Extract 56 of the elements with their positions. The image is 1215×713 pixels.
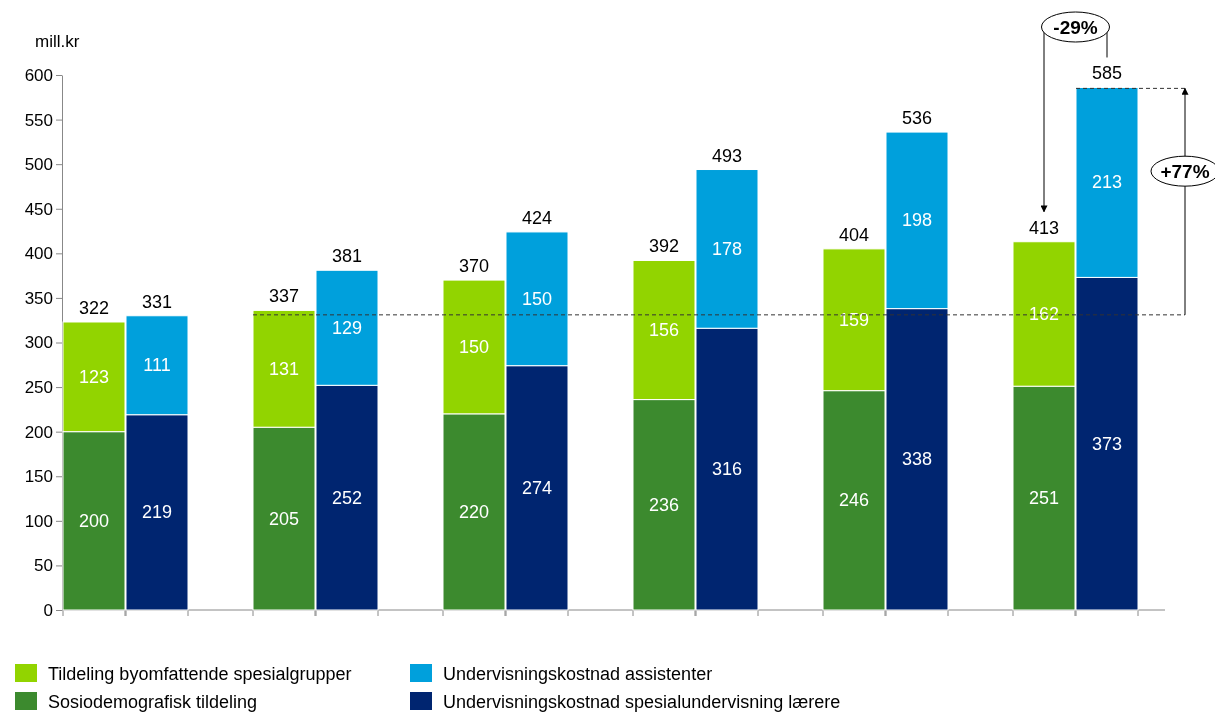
data-label: 236 — [648, 494, 680, 515]
legend-label: Undervisningskostnad spesialundervisning lærere — [443, 692, 841, 712]
y-tick-label: 0 — [43, 600, 53, 620]
total-label: 404 — [838, 224, 870, 245]
y-tick-label: 350 — [24, 288, 53, 308]
text: -29% — [1053, 17, 1098, 38]
total-label: 536 — [901, 108, 933, 129]
total-label: 493 — [711, 145, 743, 166]
data-label: 338 — [901, 449, 933, 470]
y-tick-label: 550 — [24, 110, 53, 130]
total-label: 392 — [648, 236, 680, 257]
total-label: 331 — [141, 291, 173, 312]
total-label: 424 — [521, 207, 553, 228]
y-tick-label: 100 — [24, 511, 53, 531]
data-label: 159 — [838, 309, 870, 330]
data-label: 205 — [268, 508, 300, 529]
total-label: 413 — [1028, 217, 1060, 238]
data-label: 129 — [331, 317, 363, 338]
data-label: 150 — [458, 336, 490, 357]
data-label: 246 — [838, 490, 870, 511]
data-label: 156 — [648, 320, 680, 341]
data-label: 252 — [331, 487, 363, 508]
data-label: 178 — [711, 238, 743, 259]
y-tick-label: 450 — [24, 199, 53, 219]
data-label: 373 — [1091, 433, 1123, 454]
y-tick-label: 50 — [34, 556, 53, 576]
y-tick-label: 250 — [24, 378, 53, 398]
legend-label: Sosiodemografisk tildeling — [48, 692, 258, 712]
y-tick-label: 500 — [24, 155, 53, 175]
y-tick-label: 600 — [24, 65, 53, 85]
legend-label: Undervisningskostnad assistenter — [443, 664, 713, 684]
data-label: 251 — [1028, 488, 1060, 509]
data-label: 131 — [268, 358, 300, 379]
data-label: 316 — [711, 459, 743, 480]
data-label: 213 — [1091, 172, 1123, 193]
total-label: 322 — [78, 297, 110, 318]
y-tick-label: 300 — [24, 333, 53, 353]
total-label: 585 — [1091, 63, 1123, 84]
total-label: 381 — [331, 246, 363, 267]
y-tick-label: 400 — [24, 244, 53, 264]
data-label: 219 — [141, 502, 173, 523]
data-label: 198 — [901, 210, 933, 231]
data-label: 200 — [78, 510, 110, 531]
legend-label: Tildeling byomfattende spesialgrupper — [48, 664, 352, 684]
total-label: 370 — [458, 256, 490, 277]
data-label: 274 — [521, 477, 553, 498]
data-label: 162 — [1028, 303, 1060, 324]
total-label: 337 — [268, 286, 300, 307]
data-label: 220 — [458, 501, 490, 522]
data-label: 150 — [521, 288, 553, 309]
y-axis-title: mill.kr — [35, 32, 80, 51]
data-label: 111 — [143, 355, 171, 376]
annotation: +77% — [1160, 161, 1210, 183]
y-tick-label: 150 — [24, 467, 53, 487]
data-label: 123 — [78, 366, 110, 387]
y-tick-label: 200 — [24, 422, 53, 442]
